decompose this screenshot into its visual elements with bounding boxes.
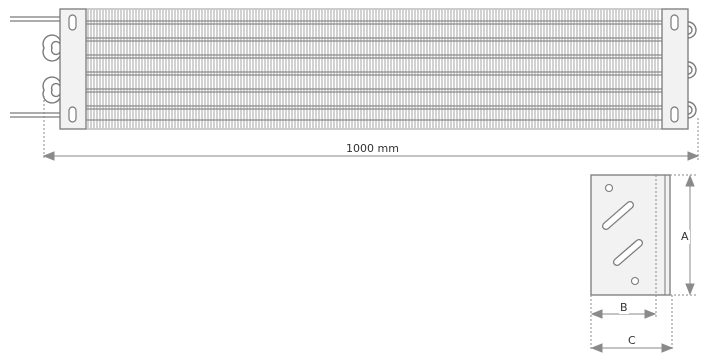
arrow-left-icon [44, 152, 54, 160]
arrow-up-icon [686, 176, 694, 186]
mounting-slot-icon [69, 107, 76, 122]
arrow-right-icon [645, 310, 655, 318]
return-bends-left [43, 35, 60, 103]
mounting-slot-icon [69, 15, 76, 30]
arrow-right-icon [688, 152, 698, 160]
mounting-slot-icon [671, 107, 678, 122]
length-dimension-label: 1000 mm [344, 143, 401, 155]
dimension-c-label: C [627, 335, 637, 347]
dimension-a-label: A [680, 230, 690, 244]
bolt-hole-icon [606, 185, 613, 192]
arrow-left-icon [592, 344, 602, 352]
return-bends-right [688, 22, 696, 118]
mounting-slot-icon [671, 15, 678, 30]
arrow-right-icon [662, 344, 672, 352]
dimension-b-label: B [619, 302, 629, 314]
evaporator-coil [10, 9, 696, 129]
bolt-hole-icon [632, 278, 639, 285]
bracket-side-view [591, 175, 670, 295]
arrow-left-icon [592, 310, 602, 318]
end-plate-right [662, 9, 688, 129]
arrow-down-icon [686, 284, 694, 294]
end-plate-left [60, 9, 86, 129]
